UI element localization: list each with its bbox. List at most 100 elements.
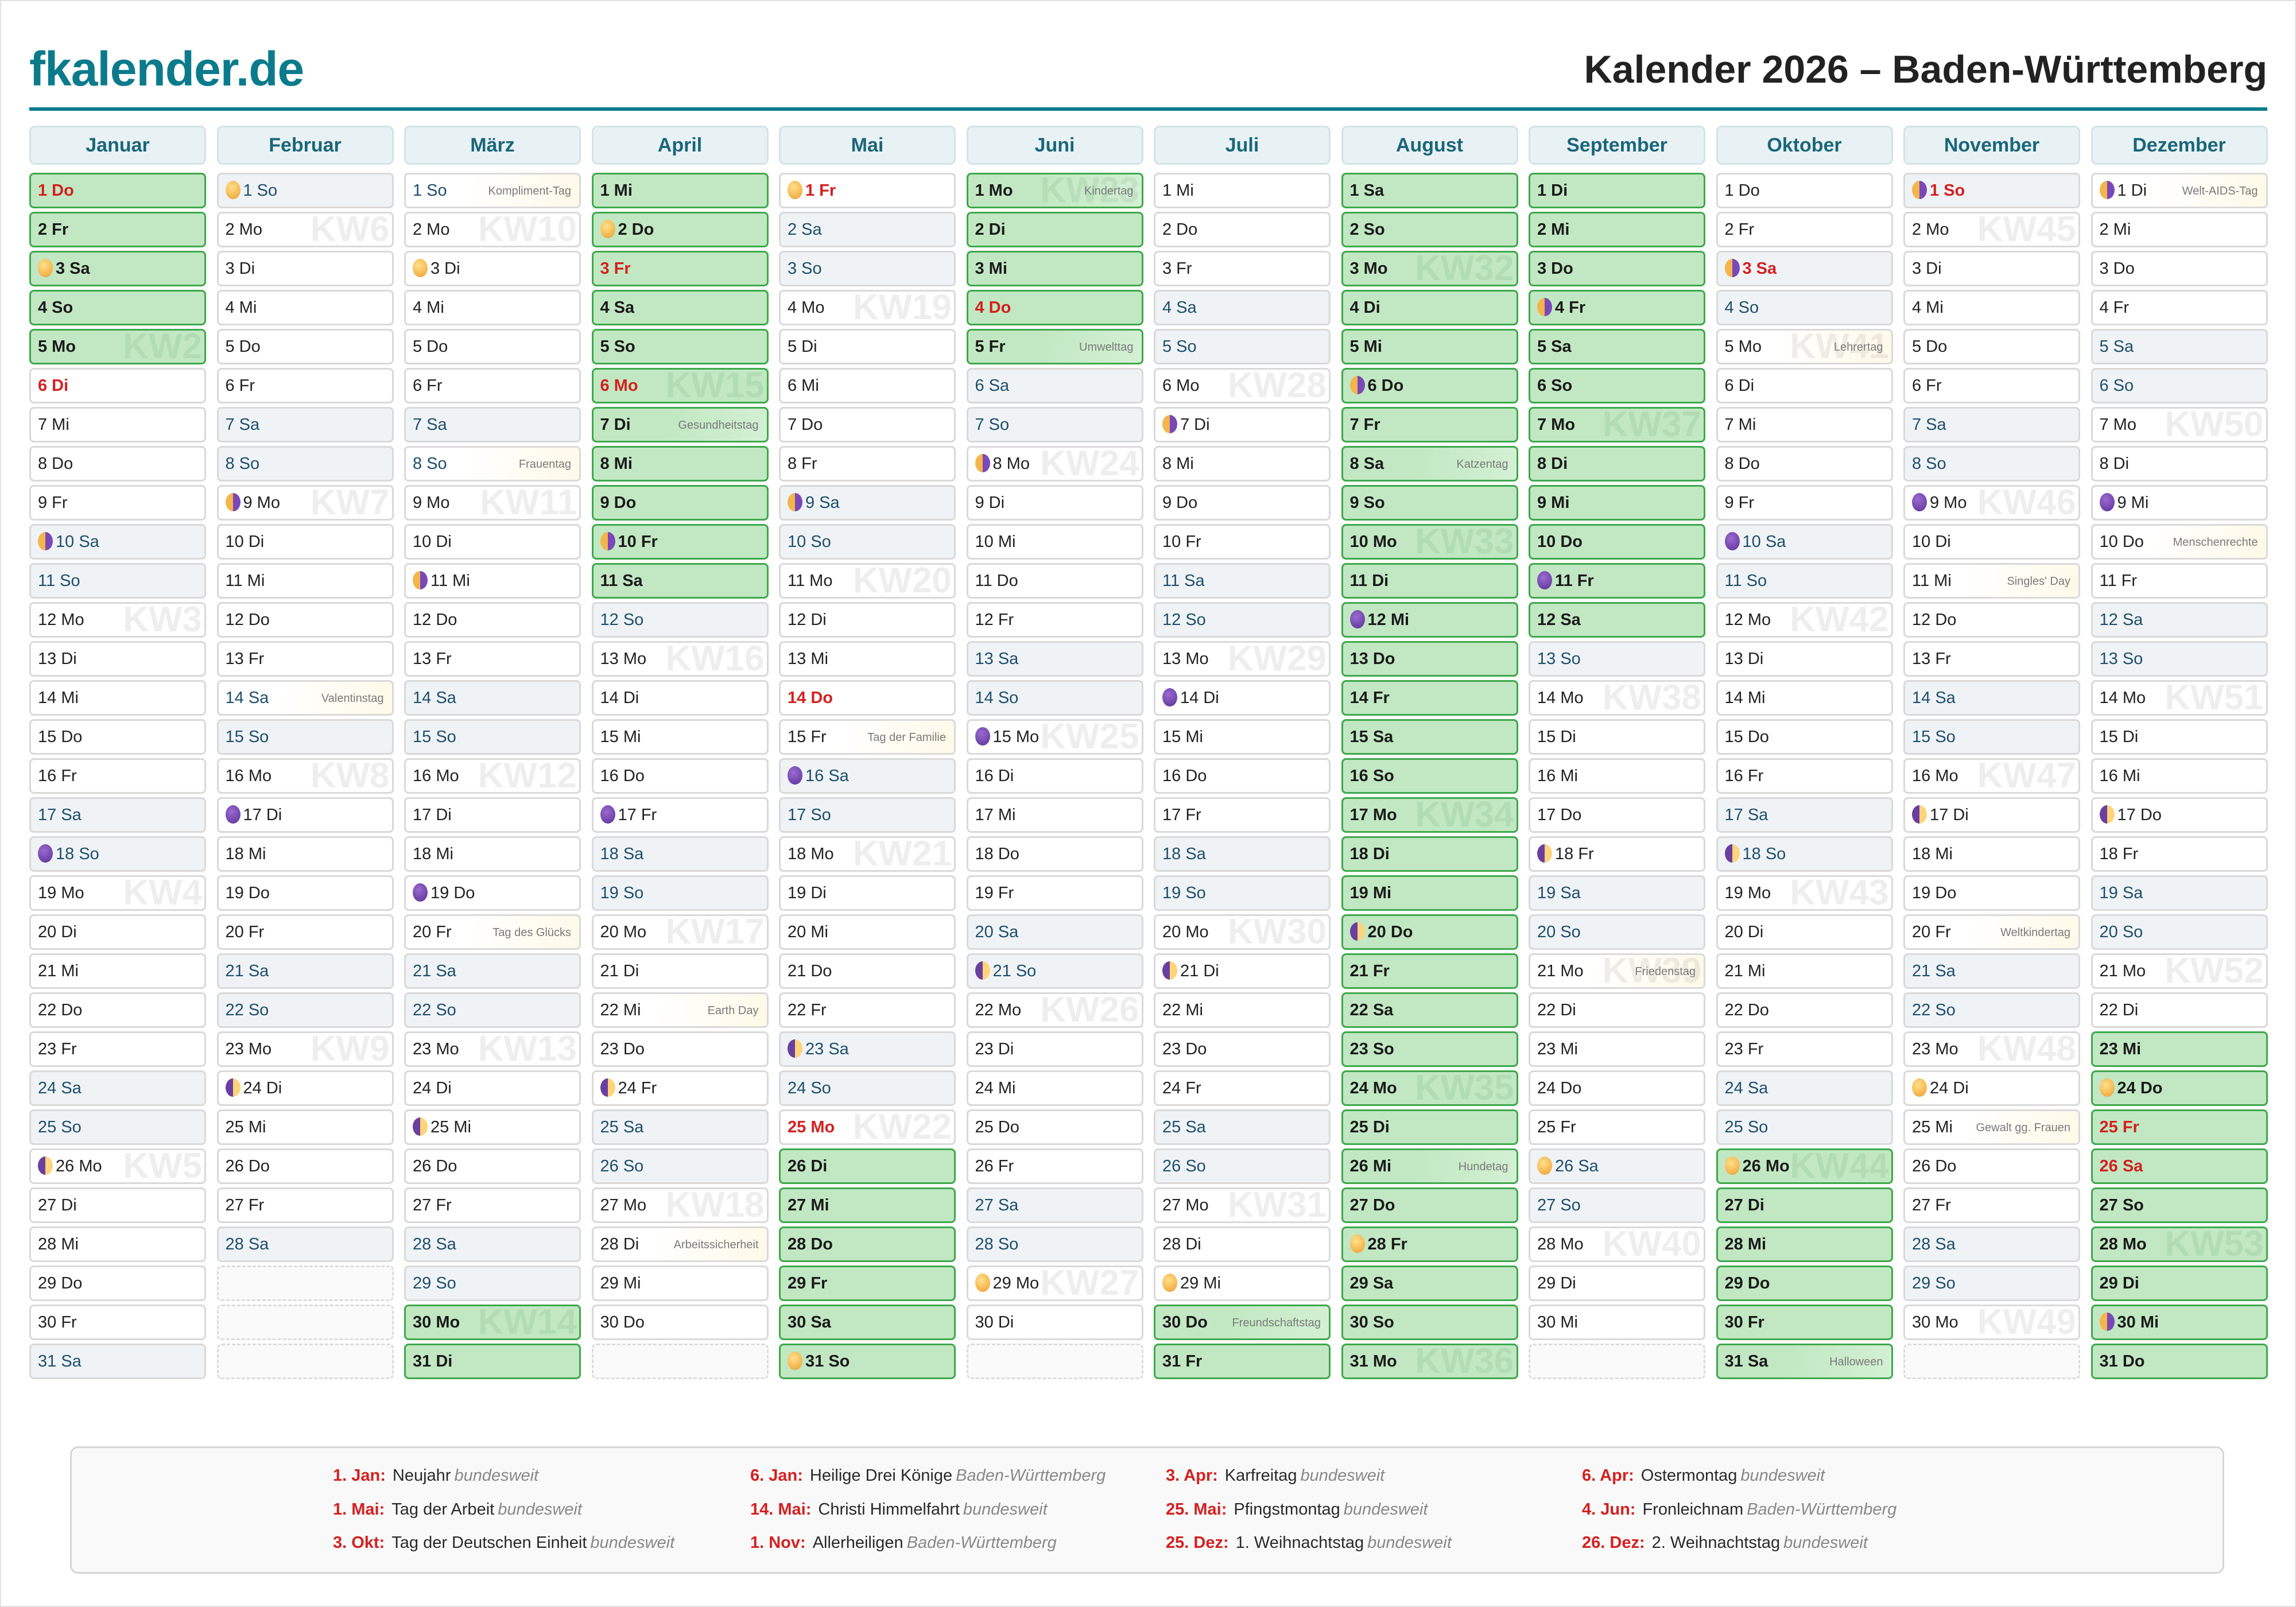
day-cell[interactable]: 22 Di [2091, 992, 2268, 1028]
day-cell[interactable]: 6 Fr [216, 368, 394, 403]
day-cell[interactable]: 12 Do [1903, 602, 2080, 638]
day-cell[interactable]: 14 Sa [1903, 680, 2080, 716]
day-cell[interactable]: 9 Mo KW11 [404, 485, 581, 521]
day-cell[interactable]: 18 Mi [216, 836, 394, 872]
day-cell[interactable]: 6 Fr [404, 368, 581, 403]
day-cell[interactable]: 29 Sa [1341, 1266, 1518, 1301]
day-cell[interactable]: 14 Do [779, 680, 956, 716]
day-cell[interactable]: 22 So [216, 992, 394, 1028]
day-cell[interactable]: 21 Mo KW52 [2091, 953, 2268, 989]
day-cell[interactable]: 21 Do [779, 953, 956, 989]
day-cell[interactable]: 5 Sa [1529, 329, 1705, 364]
day-cell[interactable]: 17 So [779, 797, 956, 833]
day-cell[interactable]: 5 Do [1903, 329, 2080, 364]
day-cell[interactable]: 9 Mi [2091, 485, 2268, 521]
day-cell[interactable]: 23 Do [1154, 1031, 1331, 1067]
day-cell[interactable]: 9 So [1341, 485, 1518, 521]
day-cell[interactable]: 19 Sa [2091, 875, 2268, 911]
day-cell[interactable]: 10 Fr [1154, 524, 1331, 560]
day-cell[interactable]: 9 Mi [1529, 485, 1705, 521]
day-cell[interactable]: 10 Di [1903, 524, 2080, 560]
day-cell[interactable]: 5 Do [404, 329, 581, 364]
day-cell[interactable]: 4 Di [1341, 290, 1518, 325]
day-cell[interactable]: 24 Fr [1154, 1070, 1331, 1106]
day-cell[interactable]: 19 Sa [1529, 875, 1705, 911]
day-cell[interactable]: 20 Di [29, 914, 206, 950]
day-cell[interactable]: 10 Di [216, 524, 394, 560]
day-cell[interactable]: 16 Mo KW47 [1903, 758, 2080, 794]
day-cell[interactable]: 14 Sa [404, 680, 581, 716]
day-cell[interactable]: 5 Mo KW41 Lehrertag [1716, 329, 1893, 364]
day-cell[interactable]: 11 Do [966, 563, 1143, 599]
day-cell[interactable]: 23 Fr [29, 1031, 206, 1067]
day-cell[interactable]: 11 Sa [1154, 563, 1331, 599]
day-cell[interactable]: 20 Mo KW30 [1154, 914, 1331, 950]
day-cell[interactable]: 18 Mi [1903, 836, 2080, 872]
day-cell[interactable]: 30 Mo KW49 [1903, 1305, 2080, 1340]
day-cell[interactable]: 29 Do [1716, 1266, 1893, 1301]
day-cell[interactable]: 10 Mo KW33 [1341, 524, 1518, 560]
day-cell[interactable]: 28 Sa [404, 1226, 581, 1262]
day-cell[interactable]: 21 Di [1154, 953, 1331, 989]
day-cell[interactable]: 21 Fr [1341, 953, 1518, 989]
day-cell[interactable]: 11 Sa [591, 563, 769, 599]
day-cell[interactable]: 16 Mi [1529, 758, 1705, 794]
day-cell[interactable]: 5 So [1154, 329, 1331, 364]
day-cell[interactable]: 24 Fr [591, 1070, 769, 1106]
day-cell[interactable]: 2 Mi [1529, 212, 1705, 247]
day-cell[interactable]: 9 Do [1154, 485, 1331, 521]
day-cell[interactable]: 29 Di [2091, 1266, 2268, 1301]
day-cell[interactable]: 30 Mo KW14 [404, 1305, 581, 1340]
day-cell[interactable]: 13 Fr [216, 641, 394, 677]
day-cell[interactable]: 3 Sa [29, 251, 206, 286]
day-cell[interactable]: 16 So [1341, 758, 1518, 794]
day-cell[interactable]: 12 Sa [2091, 602, 2268, 638]
day-cell[interactable]: 11 So [1716, 563, 1893, 599]
day-cell[interactable]: 6 So [1529, 368, 1705, 403]
day-cell[interactable]: 8 Do [29, 446, 206, 482]
day-cell[interactable]: 10 Sa [29, 524, 206, 560]
day-cell[interactable]: 24 Di [1903, 1070, 2080, 1106]
day-cell[interactable]: 8 Do [1716, 446, 1893, 482]
day-cell[interactable]: 13 Di [1716, 641, 1893, 677]
day-cell[interactable]: 4 Fr [2091, 290, 2268, 325]
day-cell[interactable]: 6 Mo KW15 [591, 368, 769, 403]
day-cell[interactable]: 26 Mo KW5 [29, 1148, 206, 1184]
day-cell[interactable]: 16 Sa [779, 758, 956, 794]
day-cell[interactable]: 19 So [1154, 875, 1331, 911]
day-cell[interactable]: 27 So [1529, 1187, 1705, 1223]
day-cell[interactable]: 2 Di [966, 212, 1143, 247]
day-cell[interactable]: 10 Mi [966, 524, 1143, 560]
day-cell[interactable]: 27 Mo KW31 [1154, 1187, 1331, 1223]
day-cell[interactable]: 28 Sa [216, 1226, 394, 1262]
day-cell[interactable]: 28 Do [779, 1226, 956, 1262]
day-cell[interactable]: 6 Do [1341, 368, 1518, 403]
day-cell[interactable]: 24 So [779, 1070, 956, 1106]
day-cell[interactable]: 1 Di [1529, 173, 1705, 208]
day-cell[interactable]: 16 Do [1154, 758, 1331, 794]
day-cell[interactable]: 20 Fr Tag des Glücks [404, 914, 581, 950]
day-cell[interactable]: 29 Mi [1154, 1266, 1331, 1301]
day-cell[interactable]: 18 Fr [2091, 836, 2268, 872]
day-cell[interactable]: 14 Mi [29, 680, 206, 716]
day-cell[interactable]: 30 Mi [1529, 1305, 1705, 1340]
day-cell[interactable]: 25 Mi [404, 1109, 581, 1145]
day-cell[interactable]: 23 Di [966, 1031, 1143, 1067]
day-cell[interactable]: 12 So [591, 602, 769, 638]
day-cell[interactable]: 29 Di [1529, 1266, 1705, 1301]
day-cell[interactable]: 25 Mo KW22 [779, 1109, 956, 1145]
day-cell[interactable]: 3 Di [216, 251, 394, 286]
day-cell[interactable]: 9 Mo KW7 [216, 485, 394, 521]
day-cell[interactable]: 19 Do [1903, 875, 2080, 911]
day-cell[interactable]: 17 Do [1529, 797, 1705, 833]
day-cell[interactable]: 8 So Frauentag [404, 446, 581, 482]
day-cell[interactable]: 7 Di [1154, 407, 1331, 442]
day-cell[interactable]: 10 So [779, 524, 956, 560]
day-cell[interactable]: 24 Do [2091, 1070, 2268, 1106]
day-cell[interactable]: 7 Mi [1716, 407, 1893, 442]
day-cell[interactable]: 20 So [1529, 914, 1705, 950]
day-cell[interactable]: 25 Fr [2091, 1109, 2268, 1145]
day-cell[interactable]: 19 Do [404, 875, 581, 911]
day-cell[interactable]: 7 So [966, 407, 1143, 442]
day-cell[interactable]: 25 Sa [1154, 1109, 1331, 1145]
